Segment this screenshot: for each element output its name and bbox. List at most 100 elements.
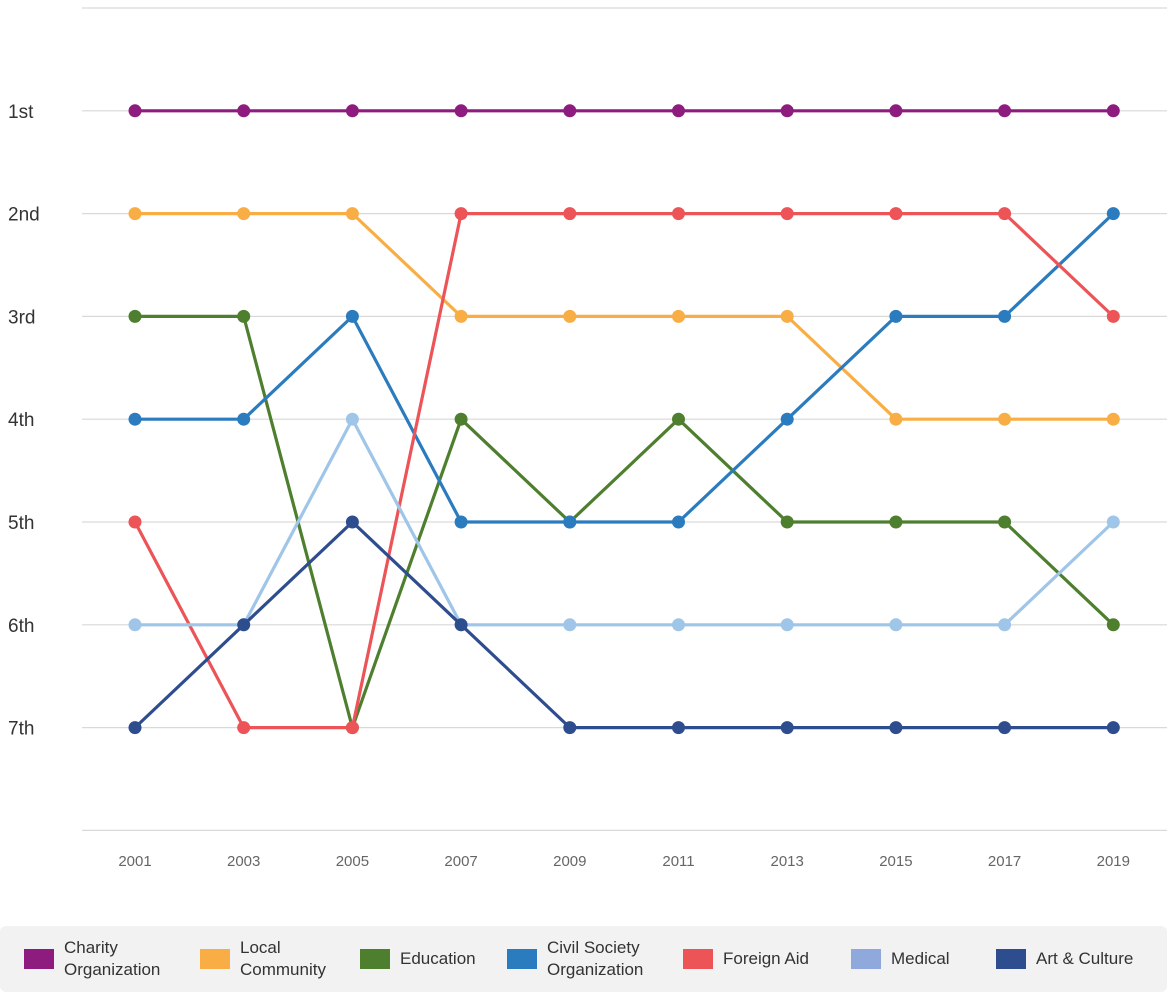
data-point — [998, 618, 1012, 632]
series-civil-society-organization — [128, 207, 1120, 529]
data-point — [672, 618, 685, 632]
x-tick-label: 2001 — [118, 853, 151, 870]
x-tick-label: 2019 — [1097, 853, 1130, 870]
data-point — [998, 309, 1012, 323]
x-tick-label: 2005 — [336, 853, 369, 870]
data-point — [345, 515, 359, 529]
data-point — [454, 515, 468, 529]
series-line — [135, 212, 1115, 524]
x-tick-label: 2013 — [771, 853, 804, 870]
legend-label: Education — [400, 949, 476, 968]
data-point — [672, 104, 685, 118]
data-point — [780, 721, 794, 735]
data-point — [454, 207, 468, 221]
data-point — [1106, 412, 1120, 426]
legend-label: Local Community — [240, 938, 326, 979]
plot-area — [128, 104, 1120, 735]
series-local-community — [128, 207, 1120, 426]
data-point — [1106, 515, 1120, 529]
series-art-culture — [128, 515, 1120, 735]
legend-item-local-community: Local Community — [200, 926, 326, 992]
data-point — [889, 309, 903, 323]
data-point — [780, 104, 794, 118]
data-point — [1106, 721, 1120, 735]
legend-item-civil-society-organization: Civil Society Organization — [507, 926, 643, 992]
data-point — [563, 515, 577, 529]
data-point — [1106, 104, 1120, 118]
data-point — [563, 207, 577, 221]
legend-swatch — [24, 949, 54, 969]
data-point — [780, 618, 794, 632]
data-point — [672, 515, 685, 529]
data-point — [128, 412, 142, 426]
data-point — [237, 104, 251, 118]
data-point — [889, 721, 903, 735]
y-axis: 1st 2nd 3rd 4th 5th 6th 7th — [8, 102, 40, 740]
data-point — [345, 309, 359, 323]
x-tick-label: 2009 — [553, 853, 586, 870]
data-point — [672, 207, 685, 221]
legend-swatch — [507, 949, 537, 969]
data-point — [454, 412, 468, 426]
y-tick-label: 2nd — [8, 205, 40, 226]
legend-item-charity-organization: Charity Organization — [24, 926, 160, 992]
legend-swatch — [360, 949, 390, 969]
data-point — [345, 104, 359, 118]
data-point — [128, 721, 142, 735]
data-point — [128, 618, 142, 632]
series-line — [133, 520, 1114, 730]
x-axis: 2001 2003 2005 2007 2009 2011 2013 2015 2017 2019 — [118, 853, 1130, 870]
data-point — [1106, 618, 1120, 632]
data-point — [780, 309, 794, 323]
data-point — [563, 104, 577, 118]
data-point — [128, 207, 142, 221]
data-point — [1106, 207, 1120, 221]
legend-swatch — [996, 949, 1026, 969]
data-point — [998, 515, 1012, 529]
data-point — [563, 618, 577, 632]
data-point — [889, 207, 903, 221]
data-point — [780, 515, 794, 529]
x-tick-label: 2007 — [444, 853, 477, 870]
data-point — [889, 618, 903, 632]
legend-item-foreign-aid: Foreign Aid — [683, 926, 809, 992]
x-tick-label: 2003 — [227, 853, 260, 870]
series-charity-organization — [128, 104, 1120, 118]
data-point — [998, 721, 1012, 735]
data-point — [237, 412, 251, 426]
data-point — [128, 515, 142, 529]
data-point — [345, 207, 359, 221]
legend-label: Medical — [891, 949, 950, 968]
data-point — [237, 207, 251, 221]
data-point — [454, 104, 468, 118]
legend-item-education: Education — [360, 926, 476, 992]
x-tick-label: 2011 — [662, 853, 694, 870]
legend-item-art-culture: Art & Culture — [996, 926, 1133, 992]
legend-item-medical: Medical — [851, 926, 950, 992]
data-point — [998, 207, 1012, 221]
data-point — [454, 309, 468, 323]
data-point — [672, 721, 685, 735]
data-point — [345, 412, 359, 426]
data-point — [1106, 309, 1120, 323]
data-point — [672, 309, 685, 323]
data-point — [780, 207, 794, 221]
legend-label: Foreign Aid — [723, 949, 809, 968]
data-point — [237, 721, 251, 735]
data-point — [889, 515, 903, 529]
y-tick-label: 1st — [8, 102, 34, 123]
y-tick-label: 6th — [8, 616, 34, 637]
data-point — [998, 412, 1012, 426]
legend-swatch — [851, 949, 881, 969]
y-tick-label: 7th — [8, 719, 34, 740]
data-point — [237, 618, 251, 632]
series-foreign-aid — [128, 207, 1120, 735]
legend-swatch — [200, 949, 230, 969]
data-point — [780, 412, 794, 426]
series-line — [135, 212, 1114, 421]
data-point — [889, 104, 903, 118]
legend-label: Art & Culture — [1036, 949, 1134, 968]
y-tick-label: 5th — [8, 513, 34, 534]
data-point — [672, 412, 685, 426]
